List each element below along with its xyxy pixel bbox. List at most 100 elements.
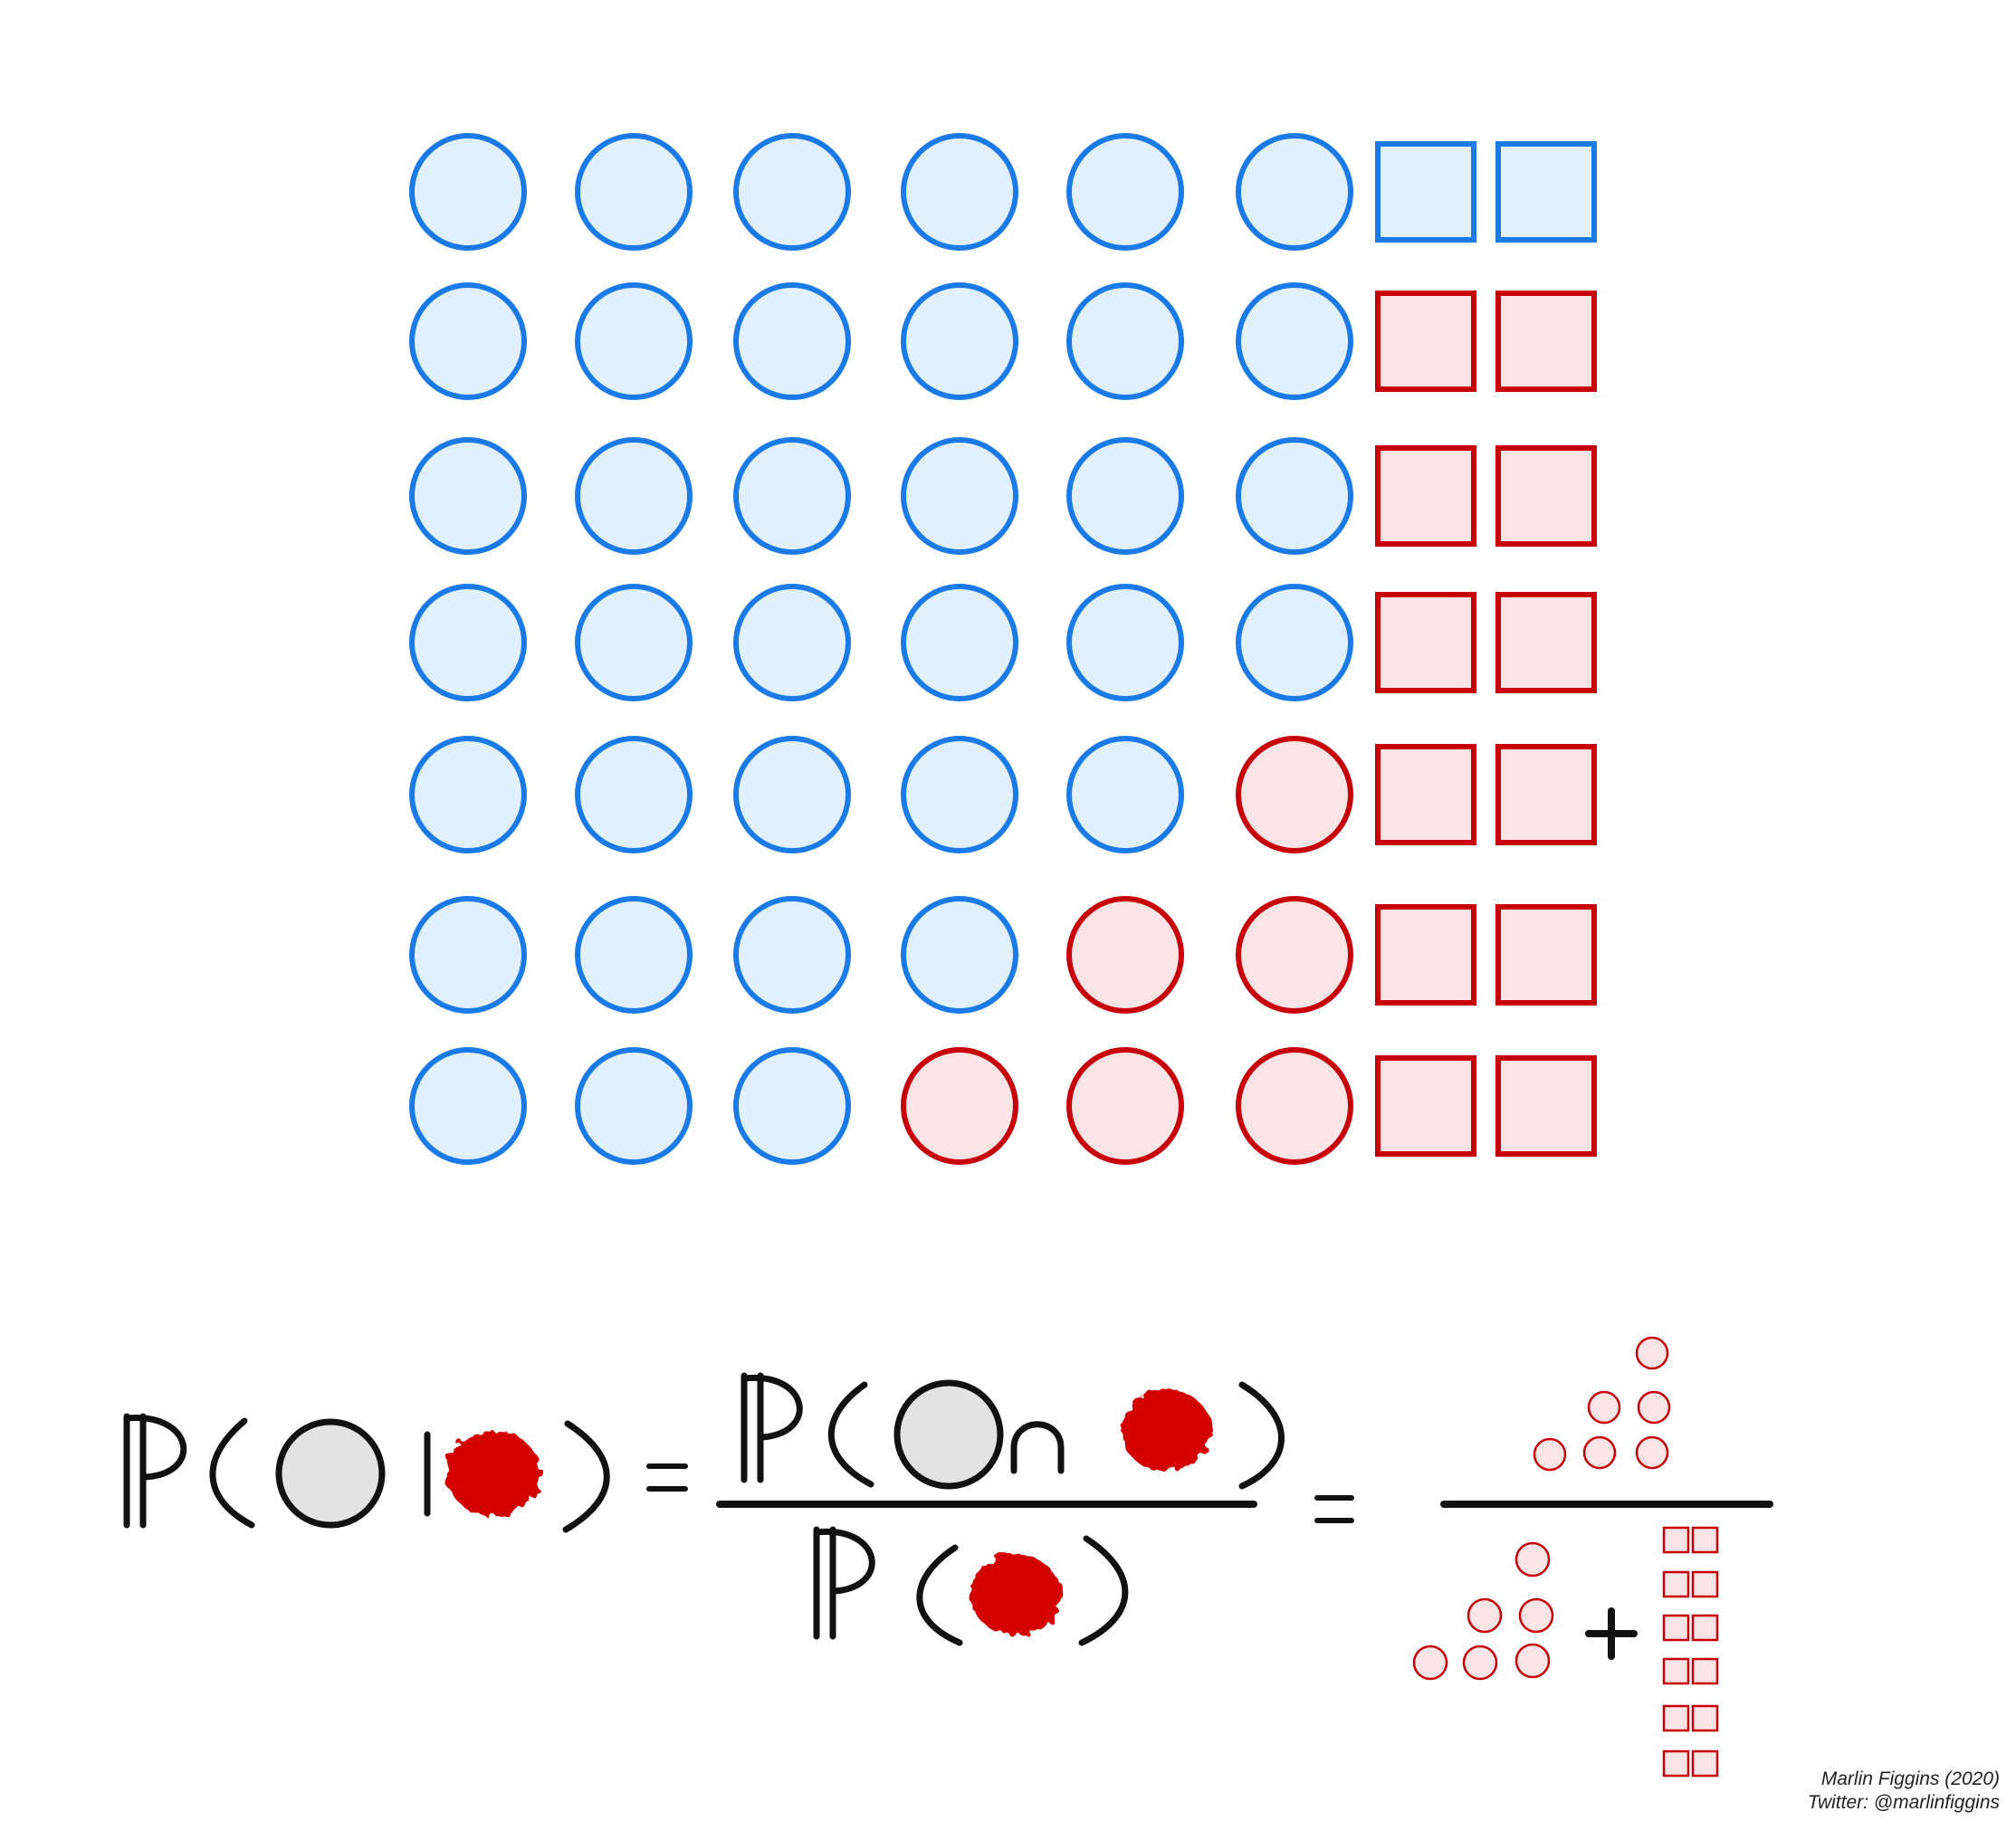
- blue-circle: [409, 584, 527, 701]
- red-square: [1495, 904, 1597, 1006]
- red-square: [1495, 291, 1597, 392]
- blue-circle: [901, 282, 1018, 400]
- small-red-square: [1691, 1749, 1719, 1778]
- num-gray-circle-icon: [893, 1379, 1004, 1490]
- equals-sign-2: [1314, 1495, 1354, 1523]
- credit-author: Marlin Figgins (2020): [1820, 1768, 2000, 1789]
- red-square: [1495, 744, 1597, 845]
- small-red-square: [1662, 1570, 1690, 1598]
- blue-circle: [733, 584, 851, 701]
- blue-circle: [575, 1047, 693, 1165]
- den-close-paren: [1078, 1535, 1129, 1646]
- blue-circle: [1066, 584, 1184, 701]
- red-square: [1375, 744, 1476, 845]
- lhs-probability-symbol: [123, 1413, 187, 1529]
- small-red-square: [1691, 1526, 1719, 1554]
- blue-circle: [733, 437, 851, 555]
- blue-circle: [733, 1047, 851, 1165]
- blue-circle: [1236, 584, 1353, 701]
- credit: Marlin Figgins (2020) Twitter: @marlinfi…: [1808, 1768, 2000, 1815]
- den-red-blob-icon: [970, 1554, 1061, 1635]
- blue-circle: [733, 736, 851, 853]
- blue-circle: [575, 437, 693, 555]
- result-numerator: [1533, 1336, 1671, 1472]
- small-red-square: [1691, 1570, 1719, 1598]
- blue-circle: [901, 736, 1018, 853]
- blue-circle: [1236, 133, 1353, 251]
- den-probability-symbol: [813, 1526, 875, 1640]
- red-square: [1495, 445, 1597, 547]
- lhs-close-paren: [562, 1420, 610, 1533]
- blue-circle: [901, 896, 1018, 1014]
- blue-circle: [575, 736, 693, 853]
- small-red-circle: [1635, 1336, 1669, 1370]
- blue-circle: [409, 736, 527, 853]
- blue-circle: [901, 437, 1018, 555]
- intersection-symbol: [1010, 1421, 1065, 1474]
- small-red-circle: [1514, 1541, 1551, 1578]
- small-red-square: [1662, 1749, 1690, 1778]
- blue-circle: [901, 133, 1018, 251]
- small-red-circle: [1587, 1390, 1621, 1425]
- blue-circle: [575, 584, 693, 701]
- small-red-circle: [1518, 1597, 1554, 1634]
- red-square: [1375, 592, 1476, 693]
- small-red-circle: [1514, 1643, 1551, 1679]
- blue-circle: [1236, 437, 1353, 555]
- blue-circle: [733, 133, 851, 251]
- credit-twitter: Twitter: @marlinfiggins: [1807, 1792, 2000, 1813]
- plus-sign: [1585, 1607, 1638, 1660]
- num-open-paren: [827, 1381, 874, 1488]
- red-circle: [1066, 896, 1184, 1014]
- red-circle: [1066, 1047, 1184, 1165]
- blue-circle: [575, 133, 693, 251]
- blue-circle: [575, 896, 693, 1014]
- small-red-circle: [1412, 1645, 1448, 1681]
- small-red-square: [1691, 1657, 1719, 1685]
- red-square: [1495, 592, 1597, 693]
- red-square: [1375, 291, 1476, 392]
- red-circle: [1236, 896, 1353, 1014]
- red-circle: [1236, 1047, 1353, 1165]
- small-red-square: [1662, 1526, 1690, 1554]
- small-red-circle: [1637, 1390, 1671, 1425]
- small-red-square: [1662, 1704, 1690, 1732]
- small-red-square: [1691, 1614, 1719, 1642]
- num-red-blob-icon: [1121, 1389, 1211, 1471]
- result-denominator-squares: [1662, 1526, 1719, 1778]
- blue-circle: [1066, 736, 1184, 853]
- blue-circle: [1066, 133, 1184, 251]
- red-square: [1375, 1055, 1476, 1157]
- small-red-square: [1662, 1657, 1690, 1685]
- red-circle: [901, 1047, 1018, 1165]
- blue-square: [1495, 141, 1597, 243]
- small-red-circle: [1467, 1597, 1503, 1634]
- result-denominator-circles: [1412, 1541, 1554, 1681]
- blue-circle: [575, 282, 693, 400]
- small-red-square: [1662, 1614, 1690, 1642]
- blue-circle: [409, 1047, 527, 1165]
- blue-circle: [409, 437, 527, 555]
- red-square: [1495, 1055, 1597, 1157]
- lhs-red-blob-icon: [446, 1431, 540, 1516]
- small-red-circle: [1462, 1645, 1498, 1681]
- num-probability-symbol: [740, 1372, 803, 1483]
- blue-circle: [1066, 437, 1184, 555]
- blue-circle: [409, 133, 527, 251]
- red-square: [1375, 904, 1476, 1006]
- lhs-open-paren: [209, 1417, 255, 1529]
- red-circle: [1236, 736, 1353, 853]
- blue-square: [1375, 141, 1476, 243]
- lhs-gray-circle-icon: [275, 1418, 386, 1529]
- blue-circle: [733, 282, 851, 400]
- small-red-circle: [1582, 1435, 1617, 1470]
- blue-circle: [409, 896, 527, 1014]
- den-open-paren: [916, 1544, 963, 1646]
- blue-circle: [1236, 282, 1353, 400]
- small-red-square: [1691, 1704, 1719, 1732]
- blue-circle: [733, 896, 851, 1014]
- blue-circle: [1066, 282, 1184, 400]
- num-close-paren: [1238, 1381, 1285, 1490]
